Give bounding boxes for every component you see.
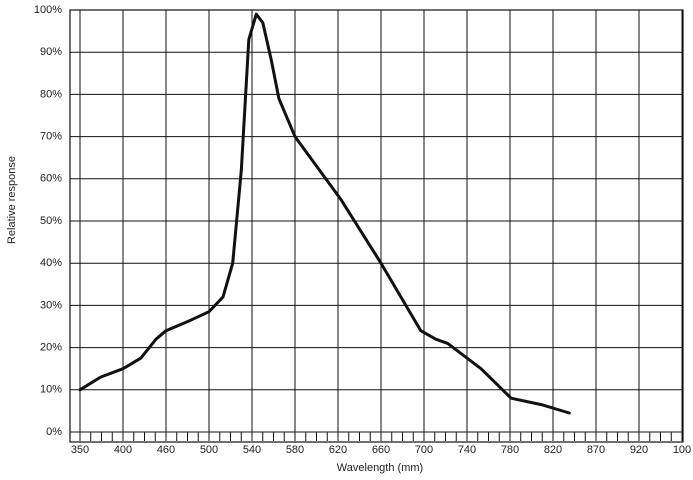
x-tick-label: 620 [329,444,347,456]
x-tick-label: 350 [71,444,89,456]
x-tick-label: 740 [458,444,476,456]
y-tick-label: 90% [40,46,62,58]
y-tick-label: 40% [40,257,62,269]
response-curve [78,12,571,415]
x-tick-label: 540 [243,444,261,456]
x-tick-label: 870 [587,444,605,456]
y-tick-label: 30% [40,299,62,311]
x-tick-label: 580 [286,444,304,456]
y-tick-label: 10% [40,384,62,396]
y-axis-title: Relative response [6,156,18,244]
x-tick-label: 700 [415,444,433,456]
x-tick-label: 100 [673,444,691,456]
x-tick-label: 780 [501,444,519,456]
x-tick-label: 920 [630,444,648,456]
y-tick-label: 100% [34,4,62,16]
plot-frame [69,9,684,443]
x-tick-label: 820 [544,444,562,456]
x-tick-label: 460 [157,444,175,456]
y-tick-label: 80% [40,88,62,100]
x-axis-title: Wavelength (mm) [337,462,423,474]
x-tick-label: 660 [372,444,390,456]
x-tick-label: 400 [114,444,132,456]
y-tick-label: 60% [40,173,62,185]
x-tick-label: 500 [200,444,218,456]
y-tick-label: 0% [46,426,62,438]
y-tick-label: 70% [40,131,62,143]
y-tick-label: 50% [40,215,62,227]
y-tick-label: 20% [40,342,62,354]
